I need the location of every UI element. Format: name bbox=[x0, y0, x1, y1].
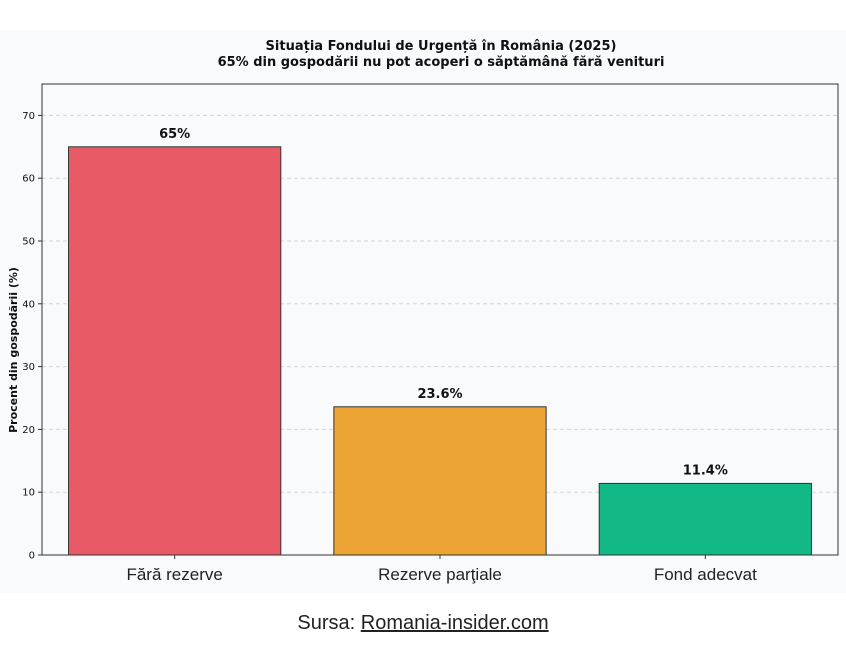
source-line: Sursa: Romania-insider.com bbox=[0, 612, 846, 635]
data-label-0: 65% bbox=[159, 127, 190, 142]
data-label-2: 11.4% bbox=[683, 463, 728, 478]
source-prefix: Sursa: bbox=[297, 612, 361, 634]
bars bbox=[68, 146, 812, 556]
x-axis-ticks: Fără rezerve (< 1 săptămână) Rezerve parţi… bbox=[113, 555, 757, 593]
y-tick-label-3: 30 bbox=[22, 362, 35, 373]
y-tick-label-1: 10 bbox=[22, 488, 35, 499]
x-tick-label-0-line-1: (< 1 săptămână) bbox=[113, 591, 237, 593]
y-tick-label-6: 60 bbox=[22, 174, 35, 185]
data-label-1: 23.6% bbox=[417, 387, 462, 402]
x-tick-label-0: Fără rezerve (< 1 săptămână) bbox=[113, 565, 237, 593]
y-tick-label-4: 40 bbox=[22, 299, 35, 310]
y-axis-label: Procent din gospodării (%) bbox=[7, 267, 20, 433]
chart-figure: Situația Fondului de Urgență în România … bbox=[0, 30, 846, 593]
bar-0 bbox=[68, 146, 282, 556]
y-axis-ticks: 0 10 20 30 40 50 60 70 bbox=[22, 111, 42, 562]
chart-subtitle: 65% din gospodării nu pot acoperi o săpt… bbox=[218, 55, 665, 70]
bar-1 bbox=[333, 406, 547, 556]
y-tick-label-2: 20 bbox=[22, 425, 35, 436]
plot-frame bbox=[41, 83, 839, 556]
x-tick-label-1-line-0: Rezerve parţiale bbox=[378, 565, 502, 584]
x-tick-label-1: Rezerve parţiale bbox=[378, 565, 502, 584]
y-tick-label-0: 0 bbox=[29, 551, 35, 562]
x-tick-label-0-line-0: Fără rezerve bbox=[126, 565, 222, 584]
bar-2 bbox=[598, 482, 812, 556]
source-link[interactable]: Romania-insider.com bbox=[360, 612, 549, 634]
x-tick-label-2: Fond adecvat (3+ luni) bbox=[654, 565, 757, 593]
y-tick-label-5: 50 bbox=[22, 237, 35, 248]
data-labels: 65% 23.6% 11.4% bbox=[159, 127, 728, 479]
x-tick-label-2-line-0: Fond adecvat bbox=[654, 565, 757, 584]
bar-chart: Situația Fondului de Urgență în România … bbox=[7, 39, 839, 593]
chart-title: Situația Fondului de Urgență în România … bbox=[266, 39, 617, 54]
y-tick-label-7: 70 bbox=[22, 111, 35, 122]
x-tick-label-2-line-1: (3+ luni) bbox=[674, 591, 736, 593]
